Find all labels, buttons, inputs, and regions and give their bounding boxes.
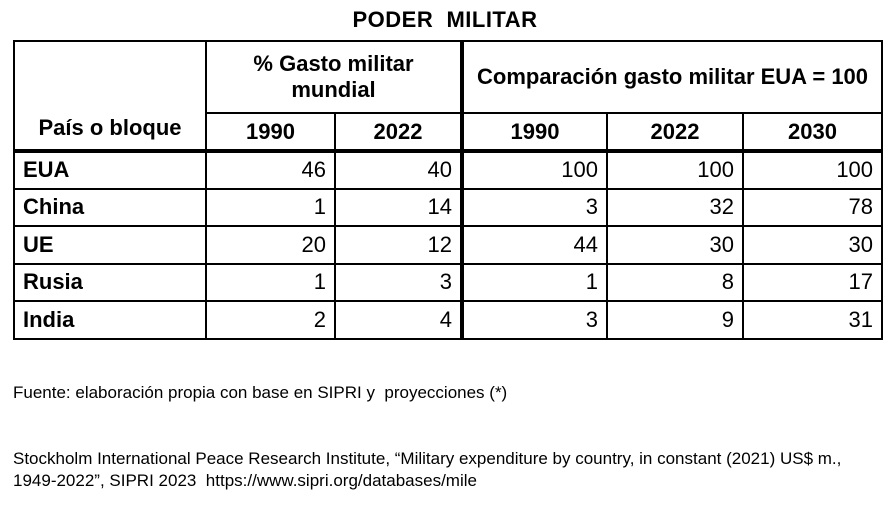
table-row: UE 20 12 44 30 30 bbox=[13, 225, 884, 265]
country-name: Rusia bbox=[13, 262, 207, 302]
table-cell: 30 bbox=[742, 225, 884, 265]
table-row: China 1 14 3 32 78 bbox=[13, 187, 884, 227]
table-cell: 44 bbox=[460, 225, 609, 265]
country-name: UE bbox=[13, 225, 207, 265]
table-row: EUA 46 40 100 100 100 bbox=[13, 149, 884, 190]
table-cell: 30 bbox=[606, 225, 745, 265]
world-share-header: % Gasto militar mundial bbox=[204, 40, 464, 114]
citation-line: Stockholm International Peace Research I… bbox=[13, 449, 847, 490]
table-cell: 8 bbox=[606, 262, 745, 302]
table-cell: 46 bbox=[205, 149, 336, 190]
table-cell: 1 bbox=[205, 187, 336, 227]
year-header: 2022 bbox=[606, 112, 745, 152]
table-cell: 3 bbox=[333, 262, 464, 302]
page-title: PODER MILITAR bbox=[352, 7, 538, 32]
year-header: 2030 bbox=[742, 112, 884, 152]
table-cell: 1 bbox=[205, 262, 336, 302]
year-header: 2022 bbox=[333, 112, 464, 152]
table-cell: 40 bbox=[333, 149, 464, 190]
source-note: Fuente: elaboración propia con base en S… bbox=[13, 338, 883, 514]
table-cell: 78 bbox=[742, 187, 884, 227]
table-row: Rusia 1 3 1 8 17 bbox=[13, 262, 884, 302]
military-power-table: País o bloque % Gasto militar mundial Co… bbox=[13, 40, 884, 340]
table-cell: 4 bbox=[333, 300, 464, 340]
country-header: País o bloque bbox=[13, 40, 207, 152]
us-comparison-header: Comparación gasto militar EUA = 100 bbox=[460, 40, 884, 114]
table-cell: 32 bbox=[606, 187, 745, 227]
table-row: India 2 4 3 9 31 bbox=[13, 300, 884, 340]
country-name: EUA bbox=[13, 149, 207, 190]
country-name: India bbox=[13, 300, 207, 340]
table-cell: 3 bbox=[460, 300, 609, 340]
year-header: 1990 bbox=[205, 112, 336, 152]
table-cell: 17 bbox=[742, 262, 884, 302]
source-line: Fuente: elaboración propia con base en S… bbox=[13, 383, 508, 402]
table-cell: 1 bbox=[460, 262, 609, 302]
table-cell: 2 bbox=[205, 300, 336, 340]
table-cell: 14 bbox=[333, 187, 464, 227]
table-cell: 9 bbox=[606, 300, 745, 340]
country-name: China bbox=[13, 187, 207, 227]
table-cell: 31 bbox=[742, 300, 884, 340]
table-cell: 100 bbox=[742, 149, 884, 190]
table-cell: 12 bbox=[333, 225, 464, 265]
year-header: 1990 bbox=[460, 112, 609, 152]
table-cell: 20 bbox=[205, 225, 336, 265]
table-cell: 100 bbox=[606, 149, 745, 190]
table-cell: 3 bbox=[460, 187, 609, 227]
table-cell: 100 bbox=[460, 149, 609, 190]
